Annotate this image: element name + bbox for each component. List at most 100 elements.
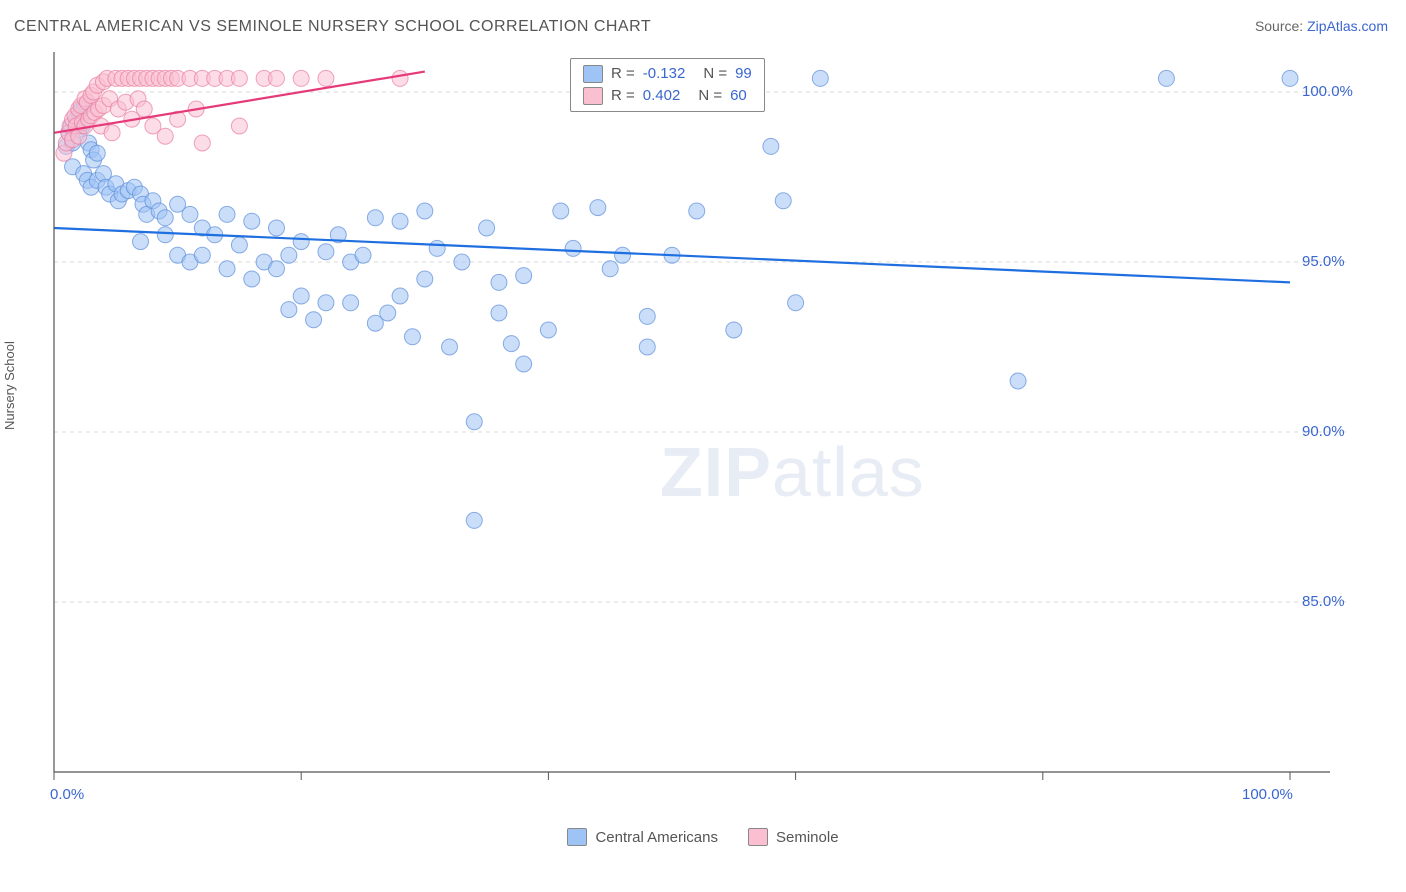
data-point	[268, 220, 284, 236]
data-point	[1158, 70, 1174, 86]
data-point	[553, 203, 569, 219]
legend-swatch	[583, 65, 603, 83]
data-point	[231, 118, 247, 134]
data-point	[590, 200, 606, 216]
y-tick-label: 90.0%	[1302, 423, 1345, 440]
data-point	[491, 274, 507, 290]
data-point	[182, 206, 198, 222]
data-point	[318, 70, 334, 86]
data-point	[318, 295, 334, 311]
data-point	[343, 295, 359, 311]
data-point	[157, 210, 173, 226]
data-point	[133, 234, 149, 250]
data-point	[392, 70, 408, 86]
data-point	[355, 247, 371, 263]
data-point	[540, 322, 556, 338]
data-point	[367, 210, 383, 226]
data-point	[812, 70, 828, 86]
data-point	[639, 308, 655, 324]
data-point	[392, 288, 408, 304]
x-tick-label: 0.0%	[50, 786, 84, 803]
data-point	[417, 271, 433, 287]
data-point	[104, 125, 120, 141]
scatter-plot	[50, 52, 1350, 812]
data-point	[442, 339, 458, 355]
legend-n-label: N =	[698, 85, 722, 107]
y-tick-label: 85.0%	[1302, 593, 1345, 610]
legend-label: Seminole	[776, 829, 839, 846]
data-point	[1010, 373, 1026, 389]
data-point	[219, 206, 235, 222]
data-point	[281, 247, 297, 263]
data-point	[244, 213, 260, 229]
data-point	[157, 227, 173, 243]
data-point	[466, 414, 482, 430]
legend-r-value: -0.132	[643, 63, 686, 85]
y-tick-label: 95.0%	[1302, 253, 1345, 270]
data-point	[689, 203, 705, 219]
data-point	[136, 101, 152, 117]
data-point	[231, 70, 247, 86]
legend-r-label: R =	[611, 85, 635, 107]
data-point	[479, 220, 495, 236]
data-point	[417, 203, 433, 219]
data-point	[157, 128, 173, 144]
data-point	[726, 322, 742, 338]
chart-title: CENTRAL AMERICAN VS SEMINOLE NURSERY SCH…	[14, 18, 651, 36]
data-point	[466, 512, 482, 528]
data-point	[293, 234, 309, 250]
data-point	[306, 312, 322, 328]
data-point	[318, 244, 334, 260]
y-tick-label: 100.0%	[1302, 83, 1353, 100]
legend-item: Central Americans	[567, 784, 718, 890]
data-point	[503, 336, 519, 352]
data-point	[380, 305, 396, 321]
legend-row: R = -0.132 N = 99	[583, 63, 752, 85]
data-point	[1282, 70, 1298, 86]
data-point	[491, 305, 507, 321]
legend-swatch	[748, 828, 768, 846]
legend-n-label: N =	[703, 63, 727, 85]
data-point	[89, 145, 105, 161]
data-point	[602, 261, 618, 277]
y-axis-label: Nursery School	[2, 341, 17, 430]
data-point	[392, 213, 408, 229]
data-point	[429, 240, 445, 256]
legend-n-value: 99	[735, 63, 752, 85]
source-link[interactable]: ZipAtlas.com	[1307, 18, 1388, 34]
data-point	[268, 70, 284, 86]
data-point	[516, 356, 532, 372]
data-point	[516, 268, 532, 284]
data-point	[293, 288, 309, 304]
data-point	[763, 138, 779, 154]
legend-label: Central Americans	[595, 829, 718, 846]
data-point	[194, 135, 210, 151]
stats-legend: R = -0.132 N = 99 R = 0.402 N = 60	[570, 58, 765, 112]
trend-line-central	[54, 228, 1290, 282]
legend-swatch	[583, 87, 603, 105]
data-point	[404, 329, 420, 345]
data-point	[244, 271, 260, 287]
legend-r-label: R =	[611, 63, 635, 85]
data-point	[639, 339, 655, 355]
legend-r-value: 0.402	[643, 85, 681, 107]
data-point	[565, 240, 581, 256]
legend-n-value: 60	[730, 85, 747, 107]
data-point	[268, 261, 284, 277]
data-point	[775, 193, 791, 209]
data-point	[454, 254, 470, 270]
data-point	[615, 247, 631, 263]
source-prefix: Source:	[1255, 18, 1307, 34]
data-point	[219, 261, 235, 277]
data-point	[293, 70, 309, 86]
legend-item: Seminole	[748, 784, 839, 890]
source-label: Source: ZipAtlas.com	[1255, 18, 1388, 34]
series-legend: Central Americans Seminole	[0, 784, 1406, 890]
legend-swatch	[567, 828, 587, 846]
data-point	[194, 247, 210, 263]
data-point	[231, 237, 247, 253]
data-point	[281, 302, 297, 318]
series-central	[58, 70, 1298, 528]
legend-row: R = 0.402 N = 60	[583, 85, 752, 107]
data-point	[788, 295, 804, 311]
